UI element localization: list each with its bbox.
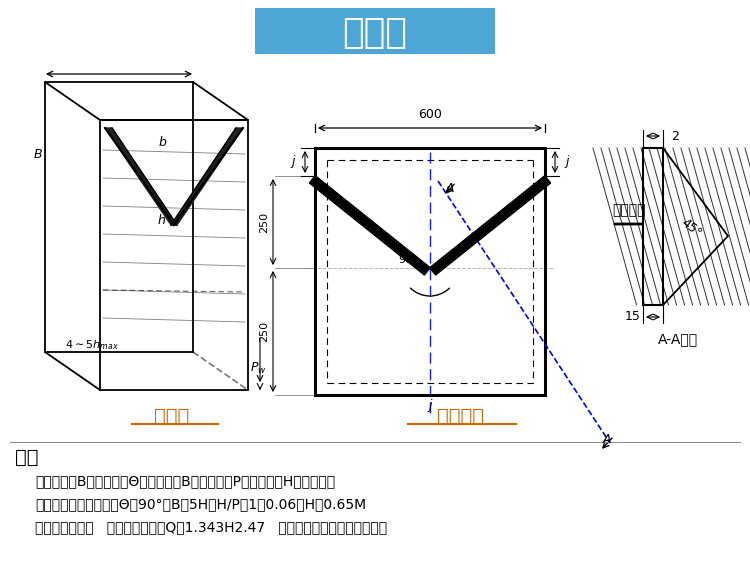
- FancyBboxPatch shape: [255, 8, 495, 54]
- Text: $4{\sim}5h_{max}$: $4{\sim}5h_{max}$: [65, 338, 119, 352]
- Polygon shape: [310, 176, 430, 275]
- Text: 2: 2: [671, 130, 679, 142]
- Text: 三角堰: 三角堰: [343, 16, 407, 50]
- Text: j: j: [291, 156, 295, 168]
- Text: j: j: [566, 156, 568, 168]
- Text: j: j: [428, 399, 432, 412]
- Bar: [643, 148, 663, 305]
- Bar: [643, 148, 663, 305]
- Text: 600: 600: [418, 108, 442, 121]
- Text: 250: 250: [259, 321, 269, 342]
- Polygon shape: [430, 176, 550, 275]
- Text: b: b: [158, 137, 166, 149]
- Text: 90°: 90°: [398, 255, 418, 265]
- Text: A-A剖面: A-A剖面: [658, 332, 698, 346]
- Text: 符号说明：B为堰口宽，Θ为堰口角，B为渠道宽，P为堰底高，H为实测水头: 符号说明：B为堰口宽，Θ为堰口角，B为渠道宽，P为堰底高，H为实测水头: [35, 474, 335, 488]
- Text: 45°: 45°: [678, 216, 703, 240]
- Text: 15: 15: [626, 310, 641, 324]
- Polygon shape: [105, 128, 177, 225]
- Text: 250: 250: [259, 211, 269, 232]
- Text: A: A: [446, 181, 454, 195]
- Text: 图二为建议尺寸   流量计算公式：Q＝1.343H2.47   选择流量槽型为三角堰即可。: 图二为建议尺寸 流量计算公式：Q＝1.343H2.47 选择流量槽型为三角堰即可…: [35, 520, 387, 534]
- Polygon shape: [171, 128, 243, 225]
- Text: 水流方向: 水流方向: [612, 203, 646, 217]
- Text: A: A: [603, 433, 611, 446]
- Text: B: B: [34, 149, 42, 162]
- Text: 说明: 说明: [15, 448, 38, 467]
- Text: 堰槽修建及使用条件：Θ＝90°，B＞5H，H/P＜1，0.06＜H＜0.65M: 堰槽修建及使用条件：Θ＝90°，B＞5H，H/P＜1，0.06＜H＜0.65M: [35, 497, 366, 511]
- Text: 立面图: 立面图: [154, 407, 190, 425]
- Text: $P_w$: $P_w$: [250, 360, 266, 375]
- Text: h: h: [158, 213, 166, 227]
- Text: 横截面图: 横截面图: [436, 407, 484, 425]
